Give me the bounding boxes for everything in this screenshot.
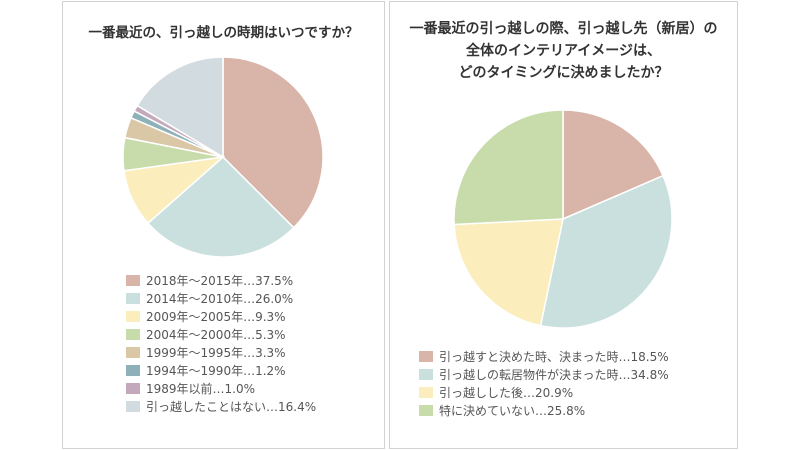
legend-swatch	[126, 310, 140, 322]
pie-chart-move-period	[122, 56, 324, 258]
pie-slice-1	[222, 56, 324, 229]
legend-label: 引っ越したことはない…16.4%	[146, 399, 317, 414]
legend-label: 特に決めていない…25.8%	[439, 403, 586, 418]
chart-title-line: どのタイミングに決めましたか？	[458, 65, 669, 81]
chart-title: 一番最近の、引っ越しの時期はいつですか？	[88, 25, 359, 41]
legend-item: 引っ越しした後…20.9%	[419, 383, 669, 401]
legend-label: 1999年～1995年…3.3%	[146, 345, 286, 360]
chart-title-line: 一番最近の引っ越しの際、引っ越し先（新居）の	[409, 21, 718, 37]
legend-item: 2018年～2015年…37.5%	[126, 271, 316, 289]
legend-item: 特に決めていない…25.8%	[419, 401, 669, 419]
legend-item: 引っ越すと決めた時、決まった時…18.5%	[419, 347, 669, 365]
legend-swatch	[126, 400, 140, 412]
pie-slice-2	[539, 174, 673, 329]
legend-label: 引っ越しした後…20.9%	[439, 385, 574, 400]
legend-label: 2004年～2000年…5.3%	[146, 327, 286, 342]
pie-slice-4	[453, 109, 564, 226]
legend-swatch	[419, 368, 433, 380]
legend-item: 引っ越したことはない…16.4%	[126, 397, 316, 415]
legend-item: 2009年～2005年…9.3%	[126, 307, 316, 325]
chart-panel-interior-timing: 一番最近の引っ越しの際、引っ越し先（新居）の 全体のインテリアイメージは、 どの…	[389, 1, 738, 449]
legend: 引っ越すと決めた時、決まった時…18.5% 引っ越しの転居物件が決まった時…34…	[419, 347, 669, 419]
legend-label: 2014年～2010年…26.0%	[146, 291, 294, 306]
pie-slice-3	[453, 218, 564, 327]
legend-label: 引っ越すと決めた時、決まった時…18.5%	[439, 349, 669, 364]
legend-label: 2009年～2005年…9.3%	[146, 309, 286, 324]
legend-swatch	[419, 404, 433, 416]
chart-title-line: 全体のインテリアイメージは、	[465, 43, 662, 59]
pie-chart-interior-timing	[453, 109, 673, 329]
legend-swatch	[419, 350, 433, 362]
legend-swatch	[126, 328, 140, 340]
legend-item: 引っ越しの転居物件が決まった時…34.8%	[419, 365, 669, 383]
pie-slice-1	[562, 109, 665, 221]
pie-slice-2	[146, 155, 295, 258]
legend-item: 2004年～2000年…5.3%	[126, 325, 316, 343]
legend-label: 2018年～2015年…37.5%	[146, 273, 294, 288]
chart-panel-move-period: 一番最近の、引っ越しの時期はいつですか？ 2018年～2015年…37.5% 2…	[62, 1, 385, 449]
legend-label: 1989年以前…1.0%	[146, 381, 256, 396]
legend-swatch	[126, 346, 140, 358]
legend: 2018年～2015年…37.5% 2014年～2010年…26.0% 2009…	[126, 271, 316, 415]
legend-label: 1994年～1990年…1.2%	[146, 363, 286, 378]
legend-swatch	[126, 382, 140, 394]
legend-swatch	[126, 292, 140, 304]
legend-swatch	[126, 274, 140, 286]
legend-item: 1999年～1995年…3.3%	[126, 343, 316, 361]
legend-item: 1989年以前…1.0%	[126, 379, 316, 397]
pie-slice-8	[136, 56, 224, 159]
legend-swatch	[419, 386, 433, 398]
legend-label: 引っ越しの転居物件が決まった時…34.8%	[439, 367, 669, 382]
legend-swatch	[126, 364, 140, 376]
legend-item: 1994年～1990年…1.2%	[126, 361, 316, 379]
legend-item: 2014年～2010年…26.0%	[126, 289, 316, 307]
chart-title: 一番最近の引っ越しの際、引っ越し先（新居）の 全体のインテリアイメージは、 どの…	[390, 18, 737, 84]
